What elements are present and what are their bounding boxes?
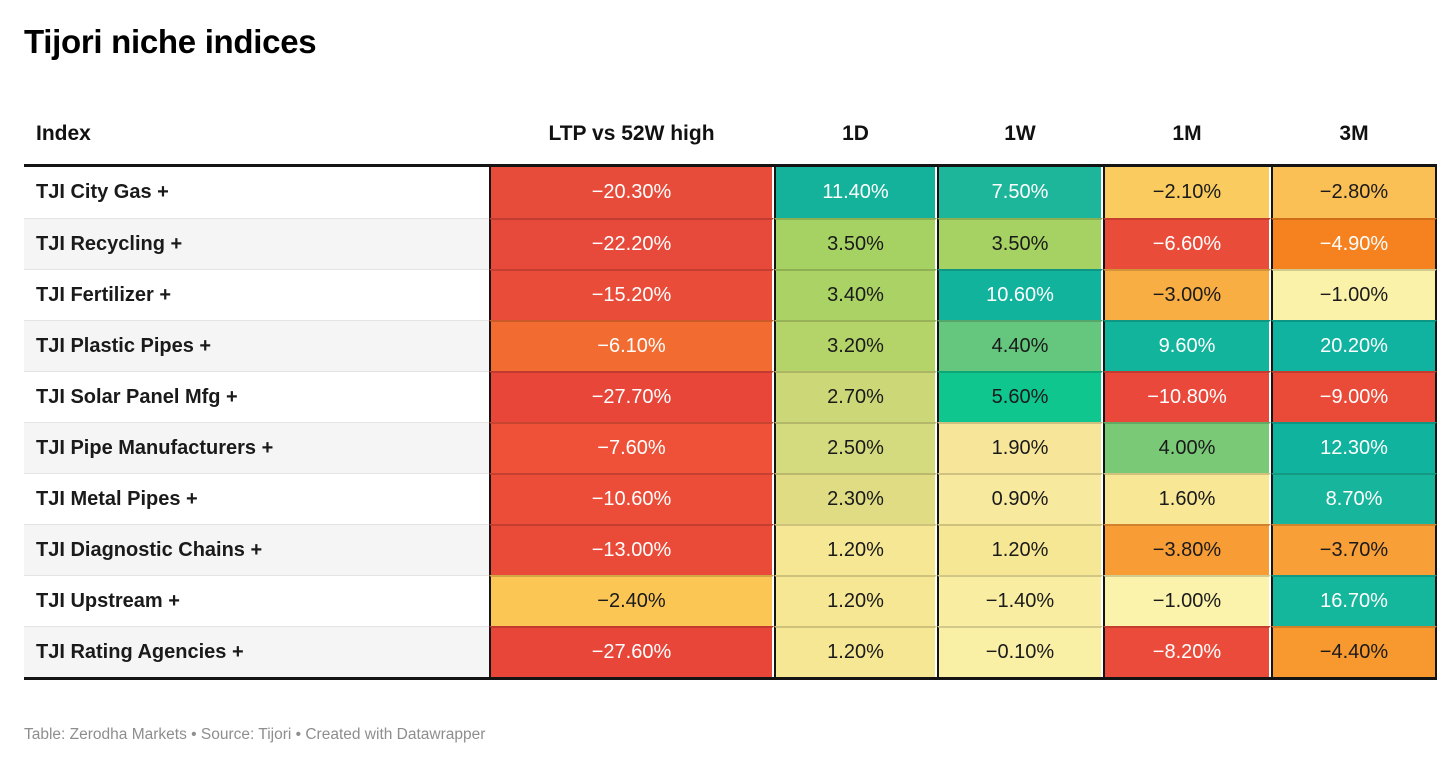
value-cell-ltp-vs-52w: −20.30% (489, 167, 774, 218)
value-cell-1m: −1.00% (1103, 575, 1271, 626)
value-cell-1d: 2.30% (774, 473, 937, 524)
value-cell-1w: −0.10% (937, 626, 1103, 677)
table-row: TJI Rating Agencies + −27.60% 1.20% −0.1… (24, 626, 1437, 677)
table-row: TJI City Gas + −20.30% 11.40% 7.50% −2.1… (24, 167, 1437, 218)
value-cell-3m: 12.30% (1271, 422, 1437, 473)
column-header-ltp-vs-52w: LTP vs 52W high (489, 88, 774, 167)
value-cell-ltp-vs-52w: −27.70% (489, 371, 774, 422)
row-label-cell[interactable]: TJI Upstream + (24, 575, 489, 626)
value-cell-3m: −1.00% (1271, 269, 1437, 320)
column-header-1d: 1D (774, 88, 937, 167)
value-cell-1w: −1.40% (937, 575, 1103, 626)
value-cell-1m: −8.20% (1103, 626, 1271, 677)
value-cell-1m: −2.10% (1103, 167, 1271, 218)
value-cell-1d: 1.20% (774, 524, 937, 575)
value-cell-1w: 7.50% (937, 167, 1103, 218)
value-cell-3m: 8.70% (1271, 473, 1437, 524)
column-header-1w: 1W (937, 88, 1103, 167)
value-cell-1d: 3.40% (774, 269, 937, 320)
table-row: TJI Recycling + −22.20% 3.50% 3.50% −6.6… (24, 218, 1437, 269)
value-cell-1m: −3.80% (1103, 524, 1271, 575)
table-row: TJI Pipe Manufacturers + −7.60% 2.50% 1.… (24, 422, 1437, 473)
value-cell-3m: −4.90% (1271, 218, 1437, 269)
value-cell-1m: 9.60% (1103, 320, 1271, 371)
indices-table-wrap: Index LTP vs 52W high 1D 1W 1M 3M TJI Ci… (24, 88, 1437, 680)
value-cell-1m: 4.00% (1103, 422, 1271, 473)
value-cell-ltp-vs-52w: −22.20% (489, 218, 774, 269)
row-label-cell[interactable]: TJI Plastic Pipes + (24, 320, 489, 371)
value-cell-1d: 1.20% (774, 575, 937, 626)
row-label-cell[interactable]: TJI Metal Pipes + (24, 473, 489, 524)
column-header-index: Index (24, 88, 489, 167)
attribution-footer: Table: Zerodha Markets • Source: Tijori … (24, 726, 486, 743)
value-cell-ltp-vs-52w: −2.40% (489, 575, 774, 626)
value-cell-ltp-vs-52w: −10.60% (489, 473, 774, 524)
row-label-cell[interactable]: TJI City Gas + (24, 167, 489, 218)
value-cell-1m: −10.80% (1103, 371, 1271, 422)
value-cell-ltp-vs-52w: −27.60% (489, 626, 774, 677)
value-cell-1w: 1.20% (937, 524, 1103, 575)
table-row: TJI Solar Panel Mfg + −27.70% 2.70% 5.60… (24, 371, 1437, 422)
page-title: Tijori niche indices (24, 23, 317, 60)
value-cell-1w: 10.60% (937, 269, 1103, 320)
value-cell-1w: 5.60% (937, 371, 1103, 422)
value-cell-ltp-vs-52w: −13.00% (489, 524, 774, 575)
value-cell-1m: −3.00% (1103, 269, 1271, 320)
table-body: TJI City Gas + −20.30% 11.40% 7.50% −2.1… (24, 167, 1437, 677)
indices-table: Index LTP vs 52W high 1D 1W 1M 3M TJI Ci… (24, 88, 1437, 677)
table-row: TJI Upstream + −2.40% 1.20% −1.40% −1.00… (24, 575, 1437, 626)
row-label-cell[interactable]: TJI Recycling + (24, 218, 489, 269)
table-row: TJI Plastic Pipes + −6.10% 3.20% 4.40% 9… (24, 320, 1437, 371)
row-label-cell[interactable]: TJI Fertilizer + (24, 269, 489, 320)
value-cell-3m: −9.00% (1271, 371, 1437, 422)
value-cell-1w: 1.90% (937, 422, 1103, 473)
column-header-3m: 3M (1271, 88, 1437, 167)
value-cell-1d: 3.50% (774, 218, 937, 269)
row-label-cell[interactable]: TJI Pipe Manufacturers + (24, 422, 489, 473)
table-header: Index LTP vs 52W high 1D 1W 1M 3M (24, 88, 1437, 167)
value-cell-3m: −2.80% (1271, 167, 1437, 218)
row-label-cell[interactable]: TJI Rating Agencies + (24, 626, 489, 677)
column-header-1m: 1M (1103, 88, 1271, 167)
value-cell-1w: 3.50% (937, 218, 1103, 269)
value-cell-1d: 1.20% (774, 626, 937, 677)
table-row: TJI Metal Pipes + −10.60% 2.30% 0.90% 1.… (24, 473, 1437, 524)
value-cell-1d: 2.50% (774, 422, 937, 473)
value-cell-3m: −4.40% (1271, 626, 1437, 677)
value-cell-1w: 0.90% (937, 473, 1103, 524)
value-cell-1d: 11.40% (774, 167, 937, 218)
value-cell-3m: 20.20% (1271, 320, 1437, 371)
value-cell-1w: 4.40% (937, 320, 1103, 371)
value-cell-3m: 16.70% (1271, 575, 1437, 626)
row-label-cell[interactable]: TJI Solar Panel Mfg + (24, 371, 489, 422)
value-cell-1d: 2.70% (774, 371, 937, 422)
value-cell-1m: −6.60% (1103, 218, 1271, 269)
value-cell-ltp-vs-52w: −7.60% (489, 422, 774, 473)
table-row: TJI Fertilizer + −15.20% 3.40% 10.60% −3… (24, 269, 1437, 320)
page: Tijori niche indices Index LTP vs 52W hi… (24, 23, 1437, 743)
value-cell-1m: 1.60% (1103, 473, 1271, 524)
value-cell-3m: −3.70% (1271, 524, 1437, 575)
row-label-cell[interactable]: TJI Diagnostic Chains + (24, 524, 489, 575)
value-cell-ltp-vs-52w: −6.10% (489, 320, 774, 371)
value-cell-ltp-vs-52w: −15.20% (489, 269, 774, 320)
table-row: TJI Diagnostic Chains + −13.00% 1.20% 1.… (24, 524, 1437, 575)
value-cell-1d: 3.20% (774, 320, 937, 371)
